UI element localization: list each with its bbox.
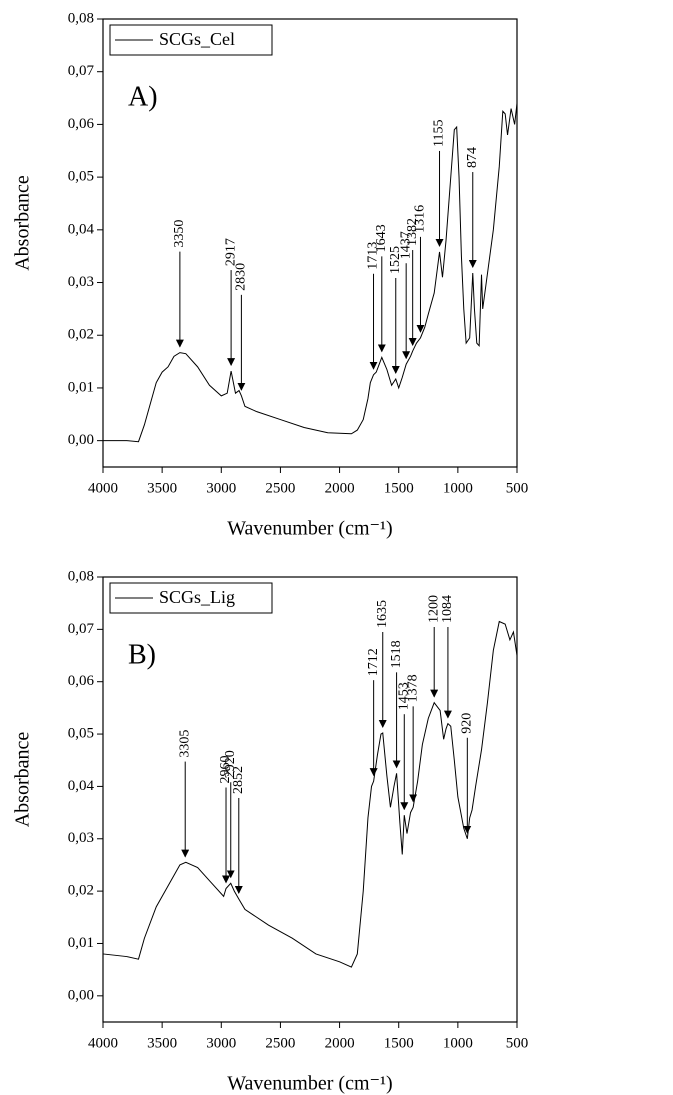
y-tick-label: 0,08	[68, 10, 94, 26]
peak-label: 3350	[172, 220, 187, 248]
legend-label: SCGs_Lig	[159, 587, 235, 607]
y-tick-label: 0,06	[68, 116, 95, 132]
peak-label: 1518	[389, 640, 404, 668]
y-tick-label: 0,00	[68, 987, 94, 1003]
x-axis-label: Wavenumber (cm⁻¹)	[227, 518, 392, 540]
peak-label: 2917	[223, 238, 238, 266]
plot-frame	[102, 576, 518, 1023]
x-tick-label: 4000	[88, 480, 118, 496]
peak-label: 2960	[218, 756, 233, 784]
x-tick-label: 2500	[265, 1035, 295, 1051]
y-tick-label: 0,08	[68, 568, 94, 584]
y-tick-label: 0,02	[68, 327, 94, 343]
x-axis-label: Wavenumber (cm⁻¹)	[227, 1073, 392, 1095]
legend-label: SCGs_Cel	[159, 29, 235, 49]
y-axis-label: Absorbance	[12, 732, 34, 828]
peak-label: 1200	[426, 595, 441, 623]
y-tick-label: 0,05	[68, 725, 94, 741]
plot-frame	[102, 18, 518, 468]
peak-label: 1316	[413, 205, 428, 233]
y-tick-label: 0,04	[68, 221, 95, 237]
x-tick-label: 2000	[325, 1035, 355, 1051]
peak-label: 1635	[375, 600, 390, 628]
x-tick-label: 3000	[206, 1035, 236, 1051]
x-tick-label: 3500	[147, 1035, 177, 1051]
y-axis-label: Absorbance	[12, 175, 34, 271]
x-tick-label: 2000	[325, 480, 355, 496]
peak-label: 1084	[440, 595, 455, 623]
peak-label: 1382	[405, 218, 420, 246]
peak-label: 2920	[223, 750, 238, 778]
peak-label: 1155	[432, 119, 447, 146]
y-tick-label: 0,03	[68, 274, 94, 290]
panel-label: B)	[128, 639, 156, 670]
x-tick-label: 1500	[384, 1035, 414, 1051]
y-tick-label: 0,02	[68, 883, 94, 899]
x-tick-label: 2500	[265, 480, 295, 496]
y-tick-label: 0,00	[68, 432, 94, 448]
y-tick-label: 0,01	[68, 379, 94, 395]
spectrum-line	[103, 103, 518, 443]
x-tick-label: 1500	[384, 480, 414, 496]
x-tick-label: 3500	[147, 480, 177, 496]
peak-label: 1378	[405, 674, 420, 702]
x-tick-label: 4000	[88, 1035, 118, 1051]
panel-label: A)	[128, 81, 158, 112]
y-tick-label: 0,01	[68, 935, 94, 951]
y-tick-label: 0,05	[68, 169, 94, 185]
x-tick-label: 1000	[443, 480, 473, 496]
peak-label: 1437	[398, 231, 413, 259]
x-tick-label: 500	[506, 1035, 529, 1051]
y-tick-label: 0,07	[68, 63, 95, 79]
peak-label: 1525	[388, 246, 403, 274]
y-tick-label: 0,06	[68, 673, 95, 689]
peak-label: 3305	[177, 730, 192, 758]
peak-label: 920	[460, 713, 475, 734]
y-tick-label: 0,03	[68, 830, 94, 846]
peak-label: 1453	[396, 682, 411, 710]
x-tick-label: 1000	[443, 1035, 473, 1051]
x-tick-label: 3000	[206, 480, 236, 496]
peak-label: 2852	[231, 766, 246, 794]
peak-label: 2830	[234, 263, 249, 291]
peak-label: 874	[465, 147, 480, 168]
peak-label: 1712	[366, 648, 381, 676]
y-tick-label: 0,07	[68, 621, 95, 637]
peak-label: 1713	[366, 242, 381, 270]
spectrum-line	[102, 620, 518, 968]
y-tick-label: 0,04	[68, 778, 95, 794]
x-tick-label: 500	[506, 480, 529, 496]
peak-label: 1643	[374, 224, 389, 252]
